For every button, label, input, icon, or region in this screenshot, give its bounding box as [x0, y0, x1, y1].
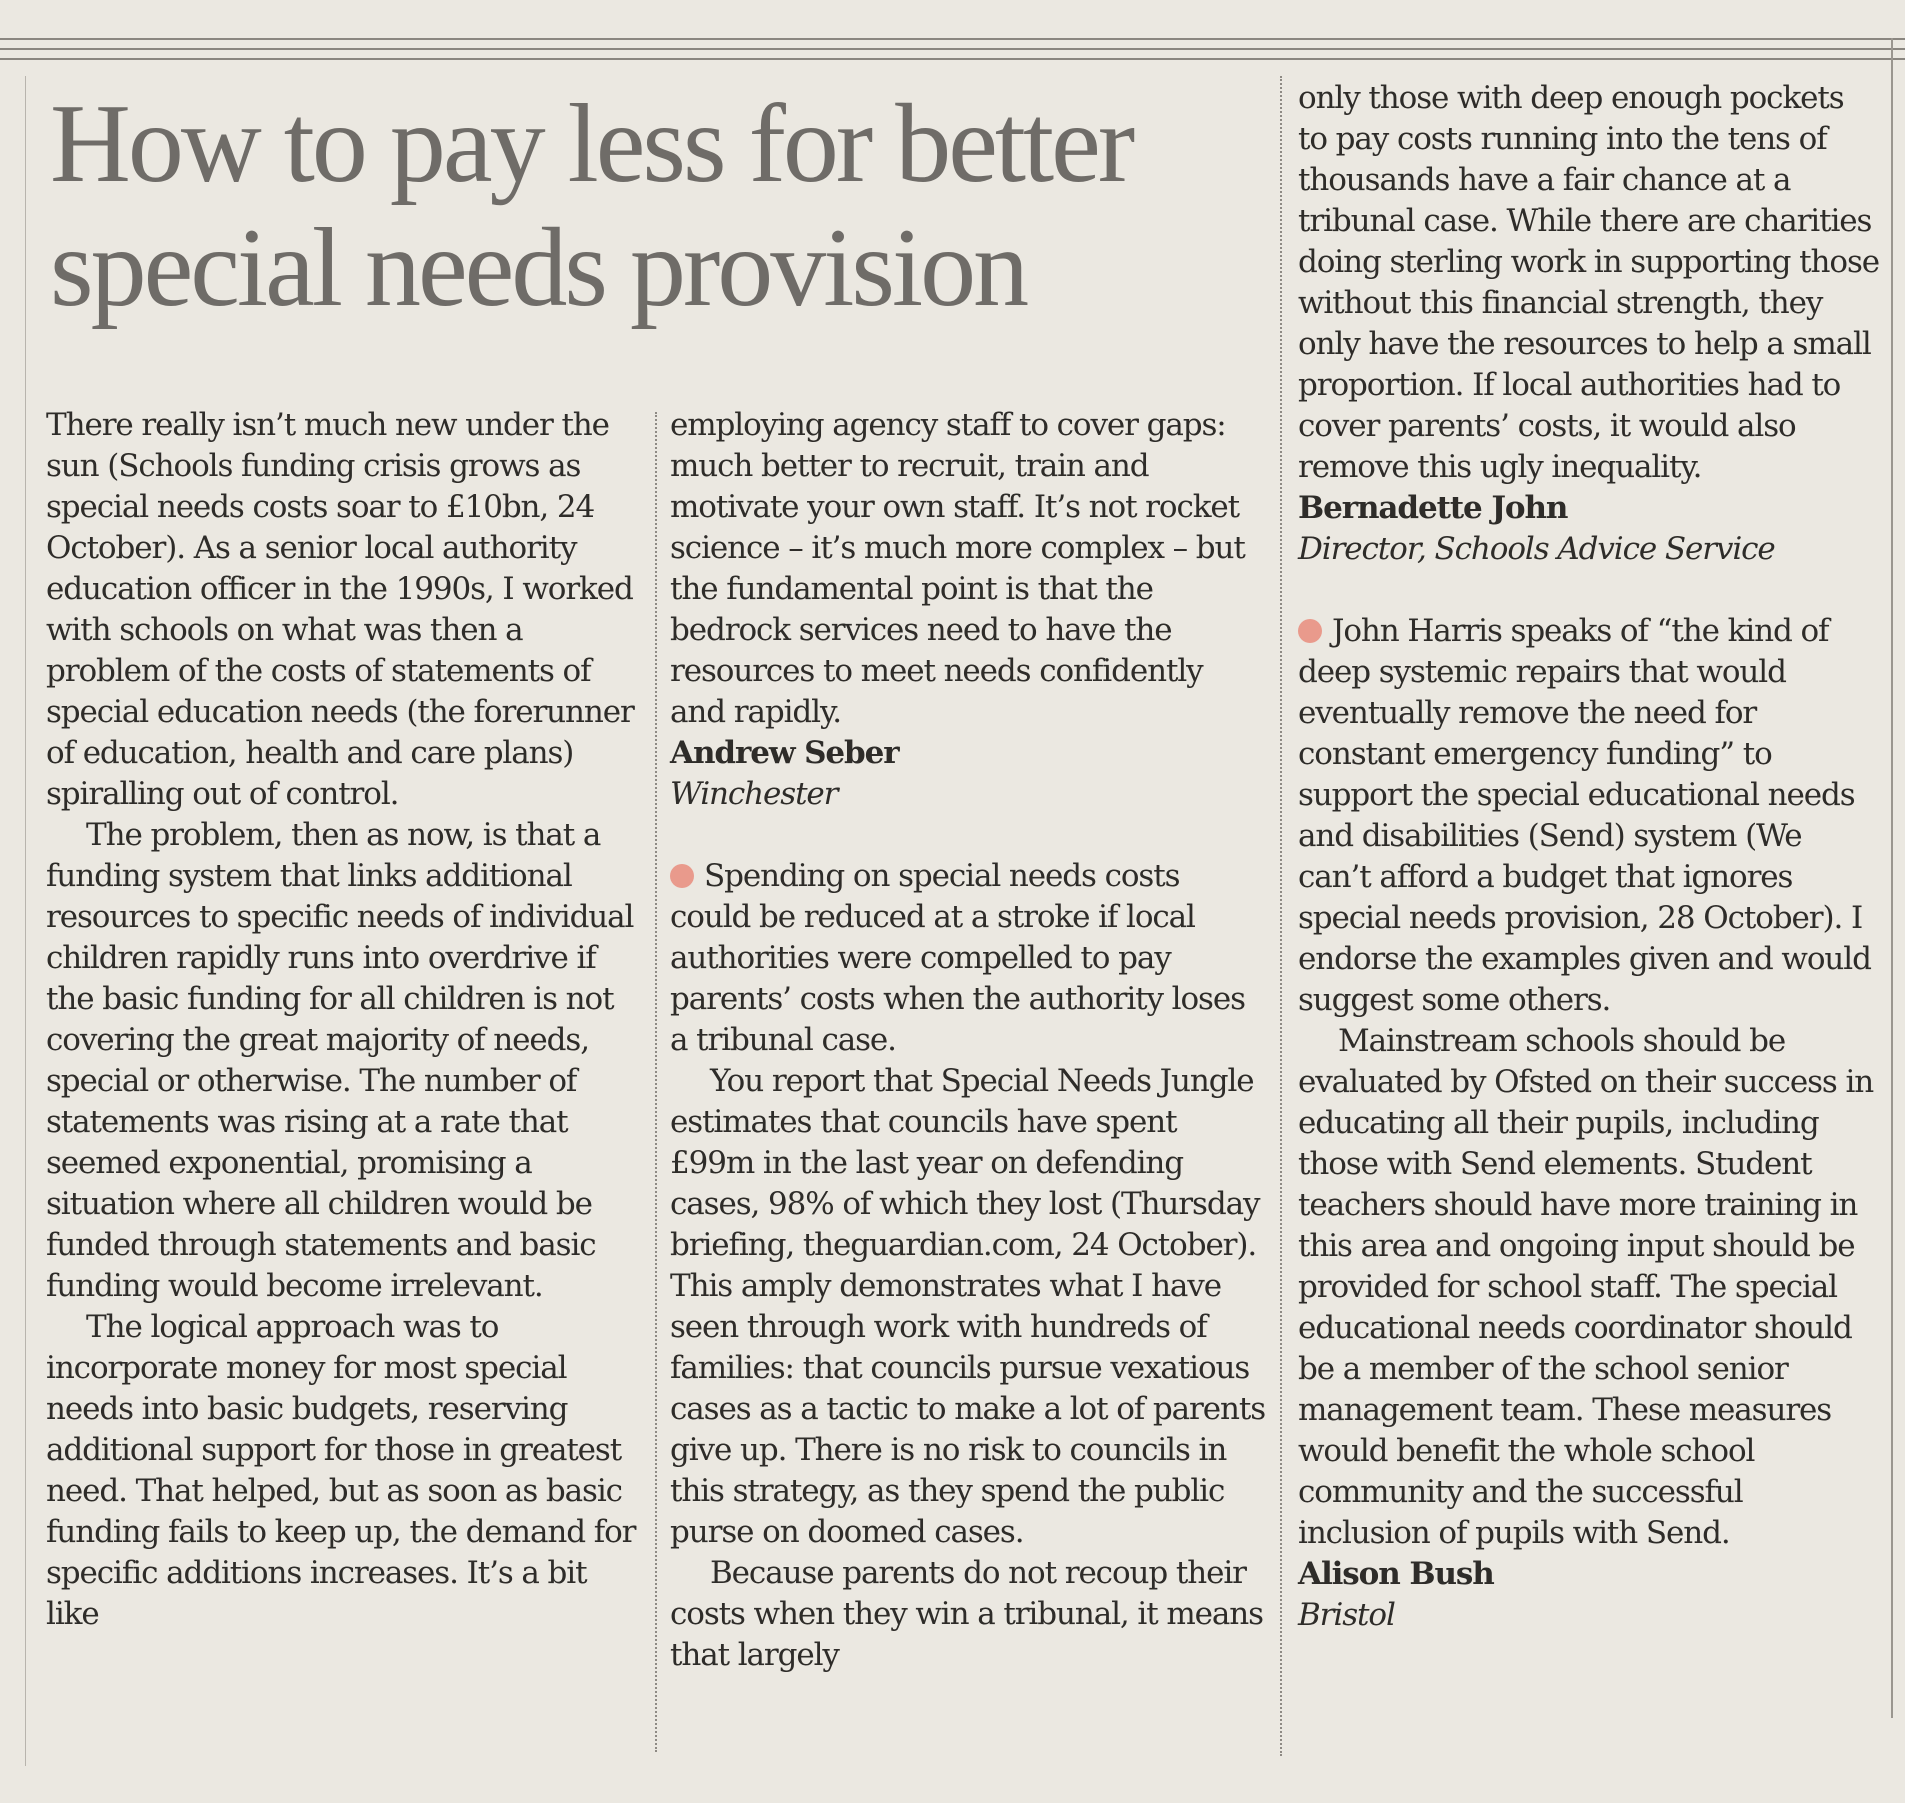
- paragraph: Spending on special needs costs could be…: [670, 856, 1265, 1061]
- paragraph: only those with deep enough pockets to p…: [1298, 80, 1880, 485]
- paragraph: The problem, then as now, is that a fund…: [46, 817, 634, 1304]
- paragraph: Because parents do not recoup their cost…: [670, 1555, 1264, 1673]
- right-rule: [1891, 38, 1893, 1718]
- column-2: employing agency staff to cover gaps: mu…: [670, 405, 1266, 1676]
- bullet-icon: [1298, 619, 1322, 643]
- author-role: Winchester: [670, 776, 839, 812]
- paragraph: employing agency staff to cover gaps: mu…: [670, 407, 1246, 730]
- author-name: Bernadette John: [1298, 490, 1568, 526]
- paragraph-text: Spending on special needs costs could be…: [670, 858, 1246, 1058]
- top-rule: [0, 38, 1905, 60]
- paragraph: There really isn’t much new under the su…: [46, 407, 635, 812]
- column-1: There really isn’t much new under the su…: [46, 405, 641, 1635]
- paragraph: The logical approach was to incorporate …: [46, 1309, 636, 1632]
- paragraph: Mainstream schools should be evaluated b…: [1298, 1023, 1874, 1551]
- author-role: Director, Schools Advice Service: [1298, 531, 1776, 567]
- left-rule: [25, 76, 26, 1766]
- author-role: Bristol: [1298, 1597, 1396, 1633]
- paragraph: You report that Special Needs Jungle est…: [670, 1063, 1266, 1550]
- headline: How to pay less for better special needs…: [50, 82, 1135, 330]
- author-name: Alison Bush: [1298, 1556, 1495, 1592]
- column-divider: [655, 412, 657, 1752]
- bullet-icon: [670, 864, 694, 888]
- author-name: Andrew Seber: [670, 735, 900, 771]
- column-3: only those with deep enough pockets to p…: [1298, 78, 1880, 1636]
- paragraph: John Harris speaks of “the kind of deep …: [1298, 611, 1880, 1021]
- column-divider: [1280, 76, 1282, 1756]
- paragraph-text: John Harris speaks of “the kind of deep …: [1298, 613, 1872, 1018]
